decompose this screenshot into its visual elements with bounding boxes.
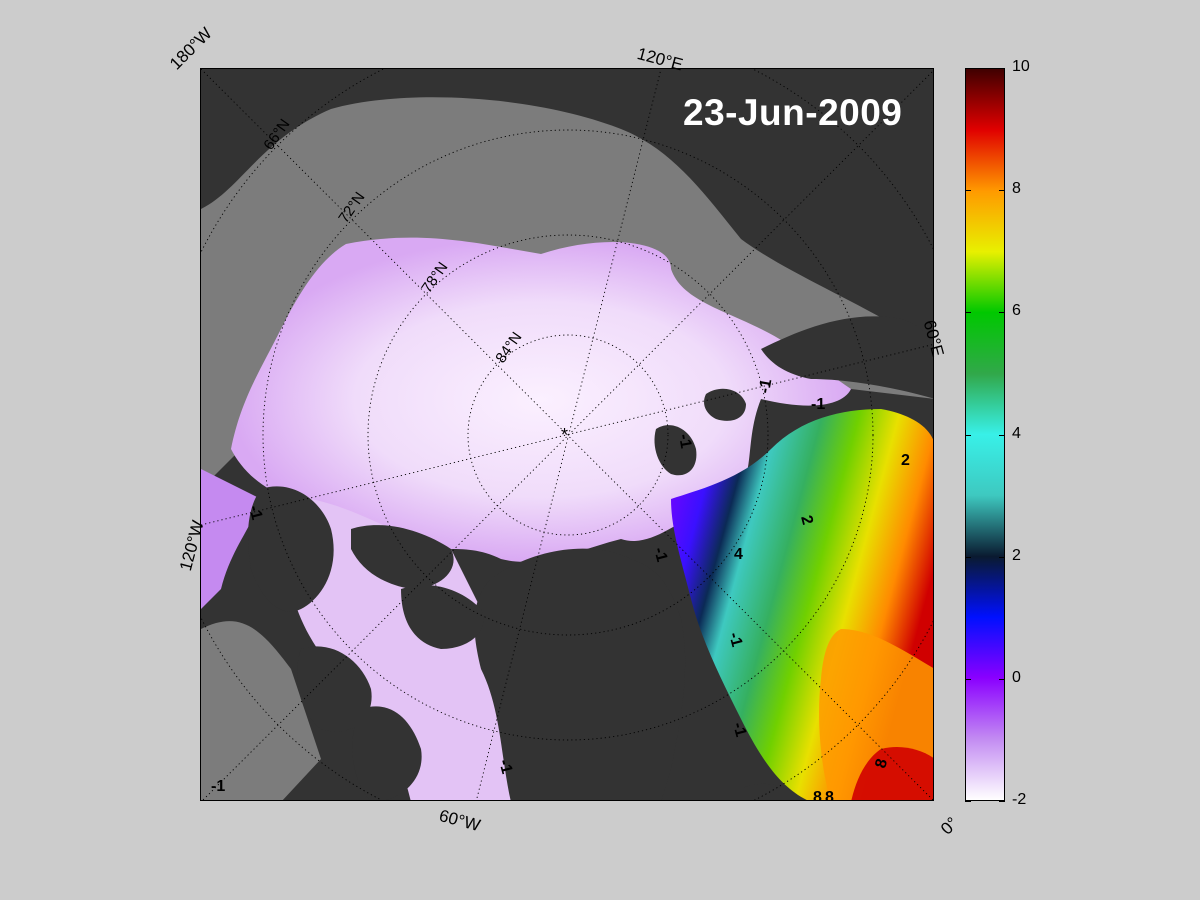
colorbar-tick-mark	[965, 68, 971, 69]
sea-ice-channels	[287, 499, 526, 800]
meridian-b	[202, 70, 933, 800]
meridian-a	[201, 69, 933, 800]
contour-label: 2	[797, 514, 816, 527]
colorbar-tick-mark	[999, 678, 1005, 680]
contour-label: -1	[729, 721, 749, 739]
lon-label-180w: 180°W	[166, 23, 216, 74]
archipelago-islands	[248, 486, 484, 800]
contour-label: -1	[675, 433, 694, 450]
contour-label: 8	[872, 757, 891, 770]
contour-label: 2	[901, 452, 910, 469]
colorbar-tick-mark	[999, 68, 1005, 69]
colorbar-tick-label: 8	[1012, 180, 1021, 198]
contour-label: 4	[734, 546, 743, 563]
iceland-landmass	[741, 783, 800, 800]
svalbard-island	[654, 388, 746, 476]
colorbar-tick-mark	[965, 678, 971, 680]
colorbar-tick-label: 0	[1012, 668, 1021, 686]
contour-label: -1	[495, 758, 515, 776]
pole-marker: *	[561, 425, 568, 445]
no-data-band-lower	[201, 621, 321, 800]
scandinavia-landmass	[761, 316, 933, 399]
graticule	[201, 69, 933, 800]
contour-label: -1	[725, 631, 745, 649]
contour-label: -1	[650, 546, 670, 564]
lon-label-0: 0°	[937, 813, 962, 839]
contour-label: -1	[756, 378, 775, 395]
contour-labels: -1 -1 -1 -1 -1 -1 -1 -1 -1 2 2 4 8 8 8	[211, 378, 910, 801]
lat-circle-84	[467, 334, 669, 536]
contour-label: -1	[245, 504, 265, 522]
sea-ice-region	[231, 237, 851, 562]
colorbar-tick-mark	[965, 434, 971, 436]
colorbar-tick-label: 4	[1012, 424, 1021, 442]
colorbar-tick-mark	[999, 801, 1005, 802]
colorbar-tick-mark	[999, 190, 1005, 192]
colorbar-tick-label: 2	[1012, 546, 1021, 564]
colorbar-tick-label: -2	[1012, 791, 1027, 808]
date-title: 23-Jun-2009	[683, 92, 903, 133]
colorbar-tick-mark	[965, 190, 971, 192]
sea-ice-edge-west	[201, 469, 261, 609]
lat-circle-72	[262, 129, 874, 741]
colorbar-tick-label: 10	[1012, 58, 1030, 75]
lon-label-60w: 60°W	[437, 806, 483, 836]
colorbar-tick-mark	[965, 556, 971, 558]
colorbar-tick-mark	[999, 312, 1005, 314]
sst-hot-core	[851, 747, 933, 800]
map-panel: * 66°N 72°N 78°N 84°N -1 -1 -1 -1 -1 -1 …	[200, 68, 934, 801]
contour-label: 8	[825, 789, 834, 801]
colorbar-tick-mark	[965, 312, 971, 314]
colorbar-tick-mark	[999, 434, 1005, 436]
contour-label: -1	[211, 778, 225, 795]
colorbar-tick-mark	[965, 801, 971, 802]
no-data-band	[201, 97, 933, 489]
polar-map: * 66°N 72°N 78°N 84°N -1 -1 -1 -1 -1 -1 …	[201, 69, 933, 801]
contour-label: -1	[811, 396, 825, 413]
contour-label: 8	[813, 789, 822, 801]
greenland-landmass	[474, 548, 686, 800]
colorbar-tick-mark	[999, 556, 1005, 558]
colorbar-tick-label: 6	[1012, 302, 1021, 320]
lat-circle-78	[367, 234, 769, 636]
